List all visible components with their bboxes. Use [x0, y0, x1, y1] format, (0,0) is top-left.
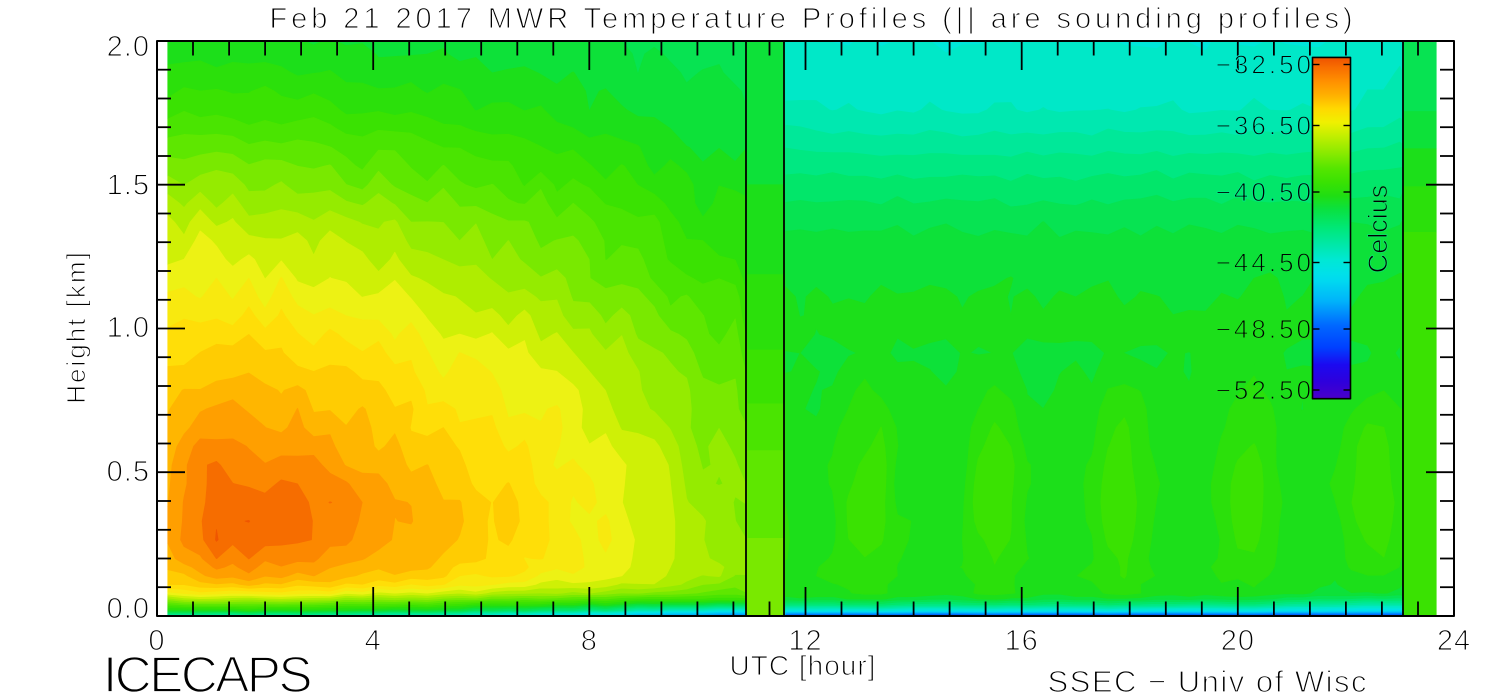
svg-text:Celcius: Celcius	[1363, 185, 1393, 274]
svg-text:2.0: 2.0	[107, 31, 150, 63]
svg-text:20: 20	[1221, 625, 1255, 657]
svg-text:0.0: 0.0	[107, 593, 150, 625]
svg-text:−44.50: −44.50	[1216, 248, 1314, 278]
svg-text:4: 4	[365, 625, 382, 657]
svg-text:SSEC − Univ of Wisc: SSEC − Univ of Wisc	[1048, 664, 1369, 699]
svg-text:0: 0	[148, 625, 165, 657]
svg-text:Feb 21 2017 MWR Temperature Pr: Feb 21 2017 MWR Temperature Profiles (||…	[269, 3, 1356, 35]
svg-text:16: 16	[1005, 625, 1039, 657]
svg-text:−32.50: −32.50	[1216, 50, 1314, 80]
svg-text:UTC [hour]: UTC [hour]	[730, 650, 877, 681]
svg-text:−52.50: −52.50	[1216, 375, 1314, 405]
svg-text:12: 12	[788, 625, 822, 657]
svg-text:−36.50: −36.50	[1216, 111, 1314, 141]
svg-text:−40.50: −40.50	[1216, 177, 1314, 207]
svg-text:1.0: 1.0	[107, 312, 150, 344]
svg-text:24: 24	[1437, 625, 1471, 657]
svg-text:1.5: 1.5	[107, 170, 150, 202]
svg-text:−48.50: −48.50	[1216, 314, 1314, 344]
svg-text:8: 8	[581, 625, 598, 657]
svg-text:ICECAPS: ICECAPS	[103, 646, 310, 700]
svg-text:Height [km]: Height [km]	[61, 250, 91, 404]
svg-text:0.5: 0.5	[107, 456, 150, 488]
